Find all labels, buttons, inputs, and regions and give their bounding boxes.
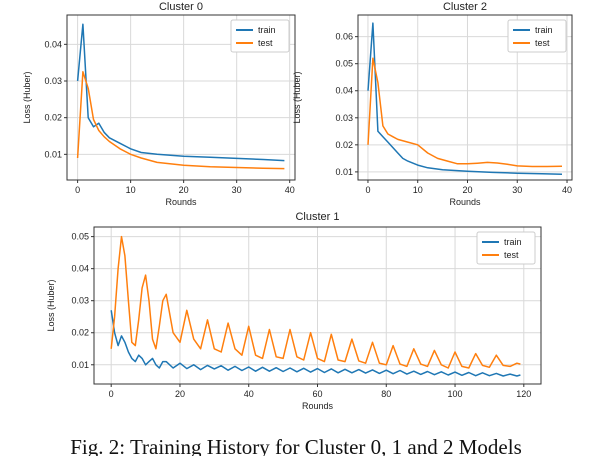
- y-tick-label: 0.05: [71, 232, 89, 242]
- legend: train test: [230, 19, 290, 53]
- x-tick-label: 20: [462, 185, 472, 195]
- x-tick-label: 120: [516, 389, 531, 399]
- y-axis-label: Loss (Huber): [292, 71, 302, 123]
- legend-label-test: test: [258, 38, 273, 48]
- x-axis-label: Rounds: [302, 401, 334, 411]
- legend: train test: [507, 19, 567, 53]
- x-tick-label: 60: [312, 389, 322, 399]
- legend: train test: [476, 231, 536, 265]
- x-tick-label: 40: [285, 185, 295, 195]
- x-tick-label: 10: [413, 185, 423, 195]
- y-tick-label: 0.01: [44, 149, 62, 159]
- legend-label-train: train: [504, 237, 522, 247]
- chart-title: Cluster 1: [295, 211, 339, 223]
- x-tick-label: 30: [232, 185, 242, 195]
- y-tick-label: 0.04: [71, 264, 89, 274]
- series-line-train: [367, 22, 563, 176]
- x-tick-label: 40: [244, 389, 254, 399]
- chart-title: Cluster 0: [159, 1, 203, 13]
- chart-1: 0 10 20 30 40 0.01 0.02 0.03 0.04 0.05 0.06 Cluster…: [292, 1, 573, 207]
- chart-title: Cluster 2: [443, 1, 487, 13]
- y-tick-label: 0.04: [44, 39, 62, 49]
- y-tick-label: 0.02: [71, 328, 89, 338]
- y-tick-label: 0.05: [335, 59, 353, 69]
- x-tick-label: 20: [179, 185, 189, 195]
- x-tick-label: 100: [448, 389, 463, 399]
- series-line-test: [367, 57, 563, 168]
- chart-2: 0 20 40 60 80 100 120 0.01 0.02 0.03 0.04 0.05 Clust…: [46, 211, 542, 411]
- series-line-train: [110, 310, 521, 377]
- x-tick-label: 10: [126, 185, 136, 195]
- plot-frame: [66, 14, 296, 181]
- figure-caption: Fig. 2: Training History for Cluster 0, …: [70, 435, 522, 456]
- x-tick-label: 40: [562, 185, 572, 195]
- y-axis-label: Loss (Huber): [46, 279, 56, 331]
- x-tick-label: 20: [175, 389, 185, 399]
- y-tick-label: 0.01: [71, 360, 89, 370]
- series-line-train: [76, 23, 285, 162]
- x-tick-label: 0: [365, 185, 370, 195]
- x-axis-label: Rounds: [449, 197, 481, 207]
- x-tick-label: 0: [109, 389, 114, 399]
- y-tick-label: 0.02: [335, 140, 353, 150]
- y-tick-label: 0.03: [335, 113, 353, 123]
- series-line-test: [110, 235, 521, 369]
- series-line-test: [76, 71, 285, 170]
- chart-0: 0 10 20 30 40 0.01 0.02 0.03 0.04 Cluster 0 Rounds…: [22, 1, 296, 207]
- legend-label-train: train: [258, 25, 276, 35]
- x-tick-label: 30: [512, 185, 522, 195]
- y-tick-label: 0.01: [335, 167, 353, 177]
- plot-frame: [357, 14, 573, 181]
- y-tick-label: 0.03: [44, 76, 62, 86]
- legend-label-train: train: [535, 25, 553, 35]
- legend-label-test: test: [535, 38, 550, 48]
- y-tick-label: 0.04: [335, 86, 353, 96]
- y-tick-label: 0.03: [71, 296, 89, 306]
- x-axis-label: Rounds: [165, 197, 197, 207]
- legend-label-test: test: [504, 250, 519, 260]
- x-tick-label: 80: [381, 389, 391, 399]
- plot-frame: [93, 226, 542, 385]
- y-axis-label: Loss (Huber): [22, 71, 32, 123]
- y-tick-label: 0.06: [335, 32, 353, 42]
- y-tick-label: 0.02: [44, 113, 62, 123]
- x-tick-label: 0: [75, 185, 80, 195]
